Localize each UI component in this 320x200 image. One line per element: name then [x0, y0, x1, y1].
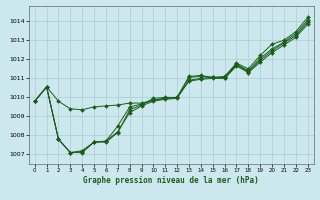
X-axis label: Graphe pression niveau de la mer (hPa): Graphe pression niveau de la mer (hPa) — [83, 176, 259, 185]
